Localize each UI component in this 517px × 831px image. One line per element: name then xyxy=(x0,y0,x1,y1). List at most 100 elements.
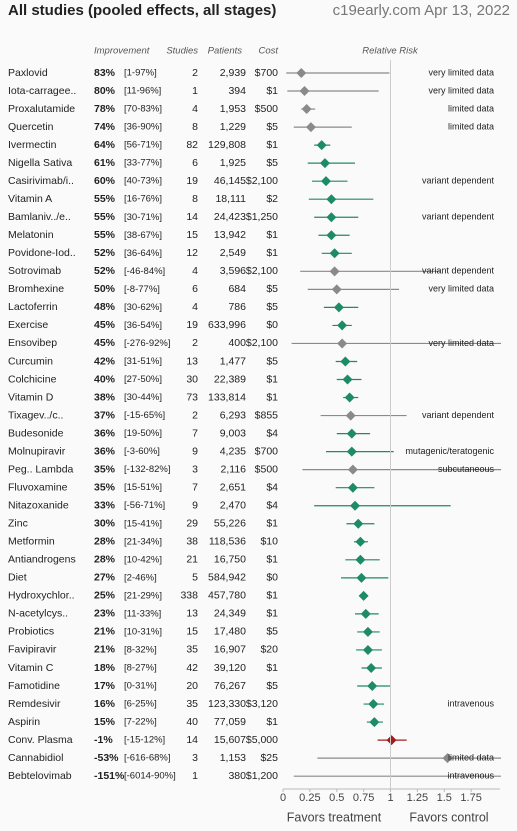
row-label: Antiandrogens xyxy=(8,554,76,566)
patients: 786 xyxy=(228,301,246,313)
cost: $1 xyxy=(266,373,278,385)
cost: $5 xyxy=(266,680,278,692)
improvement: 52% xyxy=(94,265,116,277)
confidence-interval: [56-71%] xyxy=(124,140,162,151)
confidence-interval: [19-50%] xyxy=(124,428,162,439)
cost: $1 xyxy=(266,716,278,728)
x-tick-label: 0.75 xyxy=(353,792,374,804)
row-label: Favipiravir xyxy=(8,644,57,656)
studies: 7 xyxy=(192,481,198,493)
note: very limited data xyxy=(428,85,494,95)
improvement: 25% xyxy=(94,590,116,602)
estimate-marker xyxy=(319,158,330,169)
row-label: Hydroxychlor.. xyxy=(8,590,75,602)
x-tick-label: 1 xyxy=(387,792,393,804)
confidence-interval: [-15-65%] xyxy=(124,410,165,421)
estimate-marker xyxy=(299,86,310,97)
cost: $20 xyxy=(260,644,278,656)
row-label: Fluvoxamine xyxy=(8,481,68,493)
confidence-interval: [-132-82%] xyxy=(124,464,170,475)
row-label: Melatonin xyxy=(8,229,54,241)
estimate-marker xyxy=(345,410,356,421)
estimate-marker xyxy=(301,104,312,115)
cost: $1 xyxy=(266,554,278,566)
patients: 2,549 xyxy=(220,247,246,259)
estimate-marker xyxy=(369,717,380,728)
note: variant dependent xyxy=(422,176,495,186)
row-label: Aspirin xyxy=(8,716,40,728)
patients: 2,939 xyxy=(220,67,246,79)
cost: $1 xyxy=(266,662,278,674)
row-label: Famotidine xyxy=(8,680,60,692)
improvement: 21% xyxy=(94,626,116,638)
cost: $5 xyxy=(266,283,278,295)
estimate-marker xyxy=(346,446,357,457)
cost: $855 xyxy=(255,409,279,421)
improvement: 15% xyxy=(94,716,116,728)
patients: 400 xyxy=(228,337,246,349)
estimate-marker xyxy=(386,735,397,746)
estimate-marker xyxy=(360,608,371,619)
studies: 15 xyxy=(186,229,198,241)
patients: 380 xyxy=(228,770,246,782)
confidence-interval: [31-51%] xyxy=(124,356,162,367)
cost: $5 xyxy=(266,355,278,367)
cost: $1 xyxy=(266,229,278,241)
cost: $500 xyxy=(255,463,279,475)
studies: 82 xyxy=(186,139,198,151)
patients: 1,477 xyxy=(220,355,246,367)
cost: $1 xyxy=(266,139,278,151)
estimate-marker xyxy=(340,356,351,367)
patients: 118,536 xyxy=(209,536,246,548)
confidence-interval: [1-97%] xyxy=(124,68,157,79)
studies: 4 xyxy=(192,265,198,277)
studies: 13 xyxy=(186,608,198,620)
row-label: Tixagev../c.. xyxy=(8,409,63,421)
cost: $5 xyxy=(266,157,278,169)
patients: 584,942 xyxy=(208,572,246,584)
improvement: -1% xyxy=(94,734,113,746)
patients: 6,293 xyxy=(220,409,246,421)
estimate-marker xyxy=(316,140,327,151)
row-label: Vitamin D xyxy=(8,391,54,403)
studies: 1 xyxy=(192,770,198,782)
note: very limited data xyxy=(428,67,494,77)
cost: $1 xyxy=(266,608,278,620)
confidence-interval: [8-27%] xyxy=(124,663,157,674)
patients: 3,596 xyxy=(220,265,246,277)
improvement: 55% xyxy=(94,193,116,205)
studies: 338 xyxy=(180,590,198,602)
cost: $5 xyxy=(266,121,278,133)
patients: 24,423 xyxy=(214,211,246,223)
x-label-right: Favors control xyxy=(409,810,488,824)
cost: $0 xyxy=(266,572,278,584)
patients: 16,907 xyxy=(214,644,246,656)
patients: 46,145 xyxy=(214,175,246,187)
cost: $3,120 xyxy=(246,698,278,710)
note: variant dependent xyxy=(422,266,495,276)
improvement: 52% xyxy=(94,247,116,259)
patients: 77,059 xyxy=(214,716,246,728)
estimate-marker xyxy=(358,590,369,601)
confidence-interval: [7-22%] xyxy=(124,717,157,728)
confidence-interval: [36-54%] xyxy=(124,320,162,331)
improvement: 45% xyxy=(94,319,116,331)
estimate-marker xyxy=(326,194,337,205)
studies: 30 xyxy=(186,373,198,385)
header: Cost xyxy=(258,46,278,57)
studies: 19 xyxy=(186,175,198,187)
cost: $1 xyxy=(266,518,278,530)
estimate-marker xyxy=(329,266,340,277)
confidence-interval: [2-46%] xyxy=(124,572,157,583)
confidence-interval: [30-71%] xyxy=(124,212,162,223)
confidence-interval: [-3-60%] xyxy=(124,446,160,457)
row-label: Remdesivir xyxy=(8,698,61,710)
confidence-interval: [8-32%] xyxy=(124,644,157,655)
studies: 20 xyxy=(186,680,198,692)
row-label: Vitamin C xyxy=(8,662,54,674)
studies: 4 xyxy=(192,301,198,313)
confidence-interval: [-6014-90%] xyxy=(124,771,176,782)
studies: 9 xyxy=(192,500,198,512)
studies: 9 xyxy=(192,445,198,457)
